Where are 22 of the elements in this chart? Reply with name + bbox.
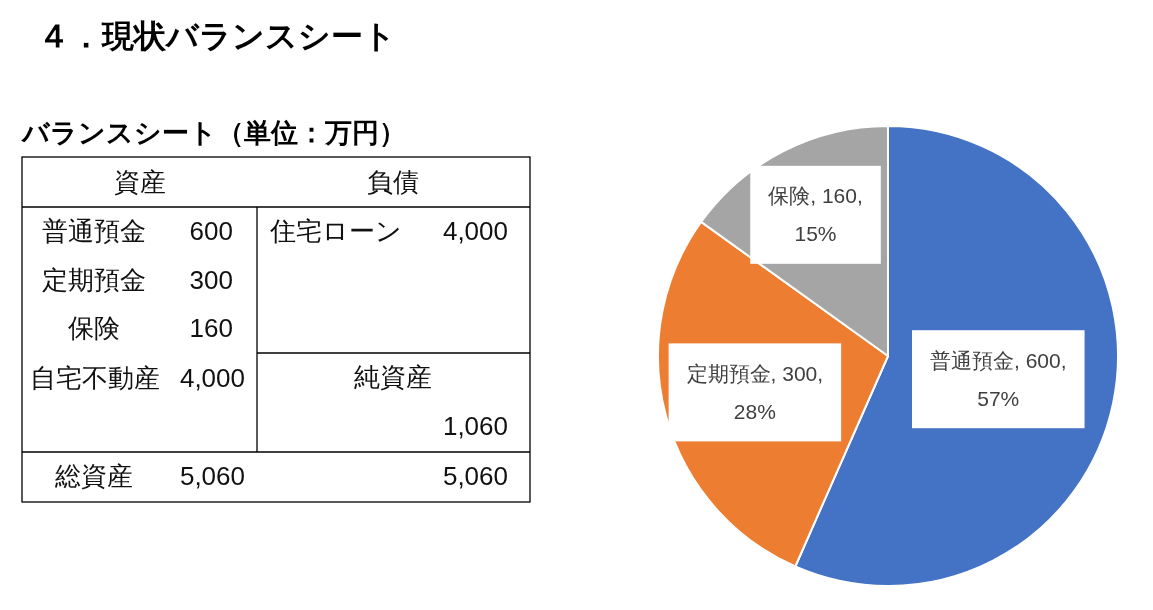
text: 160 [189, 313, 233, 343]
text: 4,000 [179, 363, 245, 393]
text: 1,060 [442, 411, 508, 441]
text: 総資産 [54, 461, 133, 491]
text: 純資産 [354, 362, 432, 392]
text: 普通預金 [42, 216, 146, 246]
text: 300 [189, 265, 233, 295]
text: ４．現状バランスシート [38, 18, 396, 54]
text: 自宅不動産 [30, 363, 160, 393]
text: 負債 [367, 167, 419, 197]
text: バランスシート（単位：万円） [20, 118, 406, 148]
text: 定期預金 [42, 265, 146, 295]
text: 5,060 [179, 461, 245, 491]
text: 600 [189, 216, 233, 246]
slice-label: 保険, 160, 15% [768, 184, 863, 246]
slice-label: 定期預金, 300, 28% [686, 361, 824, 423]
text: 保険 [68, 313, 120, 343]
text: 資産 [114, 167, 166, 197]
text: 4,000 [442, 216, 508, 246]
slice-label: 普通預金, 600, 57% [930, 348, 1067, 410]
text: 5,060 [442, 461, 508, 491]
text: 住宅ローン [269, 216, 402, 246]
